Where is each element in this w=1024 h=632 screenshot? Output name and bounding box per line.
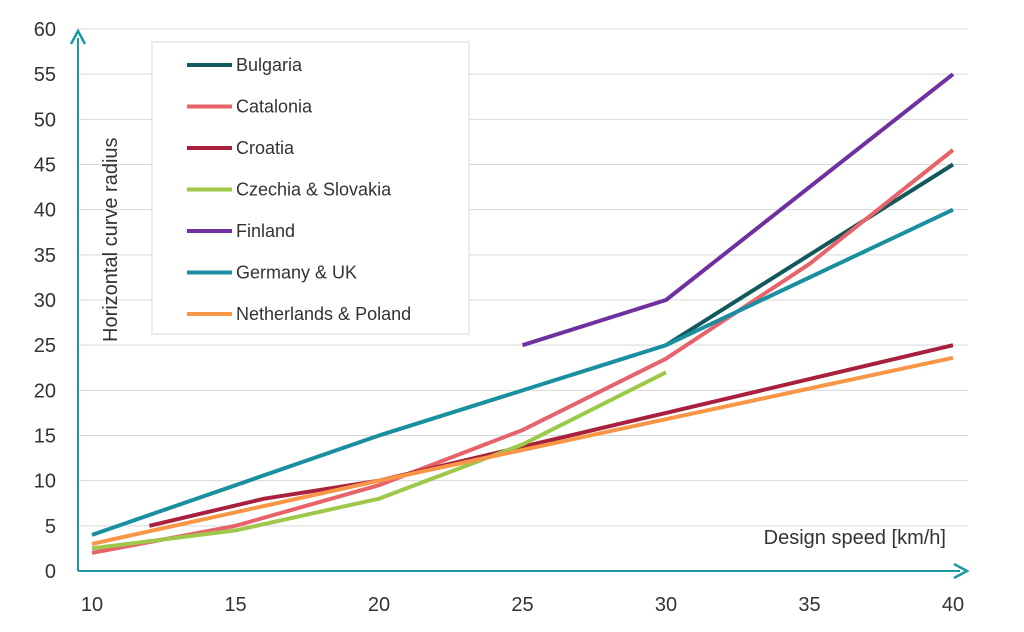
x-tick-label: 15 bbox=[224, 594, 246, 616]
y-tick-label: 55 bbox=[34, 64, 56, 86]
x-tick-label: 40 bbox=[942, 594, 964, 616]
series-line-finland bbox=[521, 72, 955, 348]
y-tick-label: 20 bbox=[34, 380, 56, 402]
y-tick-label: 10 bbox=[34, 471, 56, 493]
series-line-bulgaria bbox=[664, 162, 955, 347]
y-axis-arrow-icon bbox=[69, 28, 87, 45]
y-tick-label: 45 bbox=[34, 155, 56, 177]
legend-label-netherlands-poland: Netherlands & Poland bbox=[236, 304, 411, 324]
y-tick-label: 50 bbox=[34, 109, 56, 131]
x-axis-title: Design speed [km/h] bbox=[764, 527, 946, 549]
axes bbox=[69, 28, 970, 580]
y-tick-label: 25 bbox=[34, 335, 56, 357]
legend-label-bulgaria: Bulgaria bbox=[236, 55, 303, 75]
series-line-netherlands-poland bbox=[91, 355, 954, 546]
x-tick-label: 25 bbox=[511, 594, 533, 616]
y-tick-label: 30 bbox=[34, 290, 56, 312]
series-lines bbox=[91, 72, 955, 555]
legend: Bulgaria Catalonia Croatia Czechia & Slovak… bbox=[151, 41, 470, 335]
series-line-germany-uk bbox=[91, 207, 954, 537]
x-tick-label: 10 bbox=[81, 594, 103, 616]
x-tick-label: 20 bbox=[368, 594, 390, 616]
legend-label-finland: Finland bbox=[236, 221, 295, 241]
series-line-czechia-slovakia bbox=[91, 370, 667, 551]
y-axis-title: Horizontal curve radius bbox=[100, 137, 122, 342]
legend-label-catalonia: Catalonia bbox=[236, 97, 313, 117]
y-tick-label: 5 bbox=[45, 516, 56, 538]
y-tick-label: 40 bbox=[34, 200, 56, 222]
x-tick-label: 35 bbox=[798, 594, 820, 616]
x-tick-label: 30 bbox=[655, 594, 677, 616]
y-tick-label: 60 bbox=[34, 19, 56, 41]
x-axis-arrow-icon bbox=[953, 562, 970, 580]
legend-label-czechia-slovakia: Czechia & Slovakia bbox=[236, 180, 392, 200]
y-tick-label: 0 bbox=[45, 561, 56, 583]
legend-label-croatia: Croatia bbox=[236, 138, 295, 158]
tick-labels: 0 5 10 15 20 25 30 35 40 45 50 55 60 10 15 20 25 30 35 40 bbox=[34, 19, 964, 616]
y-tick-label: 35 bbox=[34, 245, 56, 267]
series-line-catalonia bbox=[91, 148, 955, 555]
y-tick-label: 15 bbox=[34, 426, 56, 448]
legend-label-germany-uk: Germany & UK bbox=[236, 263, 357, 283]
